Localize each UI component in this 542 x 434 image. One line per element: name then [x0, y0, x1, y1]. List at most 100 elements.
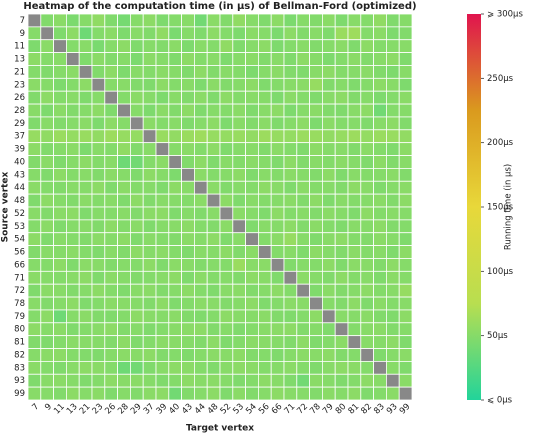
- cell: [385, 142, 400, 156]
- cell: [309, 348, 323, 362]
- cell: [245, 129, 259, 144]
- cell: [155, 335, 170, 349]
- cell: [270, 155, 285, 169]
- cell: [181, 129, 195, 144]
- cell: [334, 348, 349, 362]
- cell: [142, 322, 157, 337]
- cell: [334, 245, 349, 259]
- cell: [296, 155, 310, 169]
- cell: [78, 142, 93, 156]
- cell: [27, 52, 42, 66]
- cell: [321, 167, 336, 182]
- diagonal-cell: [66, 52, 80, 66]
- cell: [257, 219, 272, 234]
- cell: [309, 270, 323, 285]
- cell: [232, 90, 247, 105]
- y-tick-label: 99: [14, 389, 25, 399]
- cell: [245, 180, 259, 195]
- cell: [206, 155, 221, 169]
- cell: [296, 116, 310, 131]
- cell: [296, 245, 310, 259]
- cell: [373, 245, 387, 259]
- cell: [155, 296, 170, 311]
- cell: [168, 129, 183, 144]
- cell: [142, 245, 157, 259]
- cell: [168, 77, 183, 92]
- cell: [257, 142, 272, 156]
- cell: [117, 26, 131, 41]
- cell: [91, 13, 106, 28]
- cell: [257, 296, 272, 311]
- diagonal-cell: [373, 360, 387, 375]
- cell: [321, 348, 336, 362]
- cell: [385, 167, 400, 182]
- cell: [168, 386, 183, 401]
- cell: [181, 77, 195, 92]
- diagonal-cell: [40, 26, 54, 41]
- cell: [206, 103, 221, 118]
- cell: [117, 116, 131, 131]
- cell: [257, 180, 272, 195]
- cell: [181, 65, 195, 79]
- cell: [347, 348, 362, 362]
- cell: [257, 65, 272, 79]
- cell: [257, 13, 272, 28]
- cell: [117, 232, 131, 247]
- cell: [347, 103, 362, 118]
- cell: [181, 219, 195, 234]
- cell: [206, 373, 221, 388]
- x-axis-label: Target vertex: [186, 424, 254, 434]
- cell: [40, 155, 54, 169]
- cell: [232, 258, 247, 272]
- cell: [398, 77, 413, 92]
- cell: [193, 283, 208, 298]
- cell: [232, 52, 247, 66]
- cell: [104, 386, 119, 401]
- diagonal-cell: [283, 270, 298, 285]
- cell: [91, 219, 106, 234]
- cell: [347, 232, 362, 247]
- cell: [360, 296, 374, 311]
- cell: [385, 270, 400, 285]
- cell: [66, 335, 80, 349]
- cell: [385, 258, 400, 272]
- cell: [91, 245, 106, 259]
- cell: [347, 245, 362, 259]
- cell: [398, 39, 413, 54]
- cell: [66, 77, 80, 92]
- cell: [232, 193, 247, 208]
- cell: [155, 309, 170, 324]
- cell: [91, 360, 106, 375]
- cell: [168, 65, 183, 79]
- colorbar-tick-label: ⩽ 0μs: [487, 396, 513, 406]
- cell: [232, 386, 247, 401]
- cell: [129, 296, 144, 311]
- cell: [373, 13, 387, 28]
- cell: [53, 103, 67, 118]
- cell: [129, 283, 144, 298]
- cell: [296, 39, 310, 54]
- cell: [309, 193, 323, 208]
- cell: [321, 296, 336, 311]
- cell: [232, 103, 247, 118]
- cell: [193, 39, 208, 54]
- cell: [360, 219, 374, 234]
- cell: [232, 232, 247, 247]
- cell: [309, 13, 323, 28]
- cell: [66, 167, 80, 182]
- cell: [155, 39, 170, 54]
- cell: [232, 129, 247, 144]
- cell: [206, 232, 221, 247]
- cell: [142, 52, 157, 66]
- cell: [257, 103, 272, 118]
- cell: [40, 309, 54, 324]
- y-axis-label: Source vertex: [1, 171, 11, 242]
- cell: [129, 373, 144, 388]
- y-tick-label: 7: [20, 16, 25, 26]
- cell: [257, 52, 272, 66]
- cell: [40, 283, 54, 298]
- cell: [78, 129, 93, 144]
- cell: [27, 258, 42, 272]
- cell: [66, 142, 80, 156]
- cell: [129, 65, 144, 79]
